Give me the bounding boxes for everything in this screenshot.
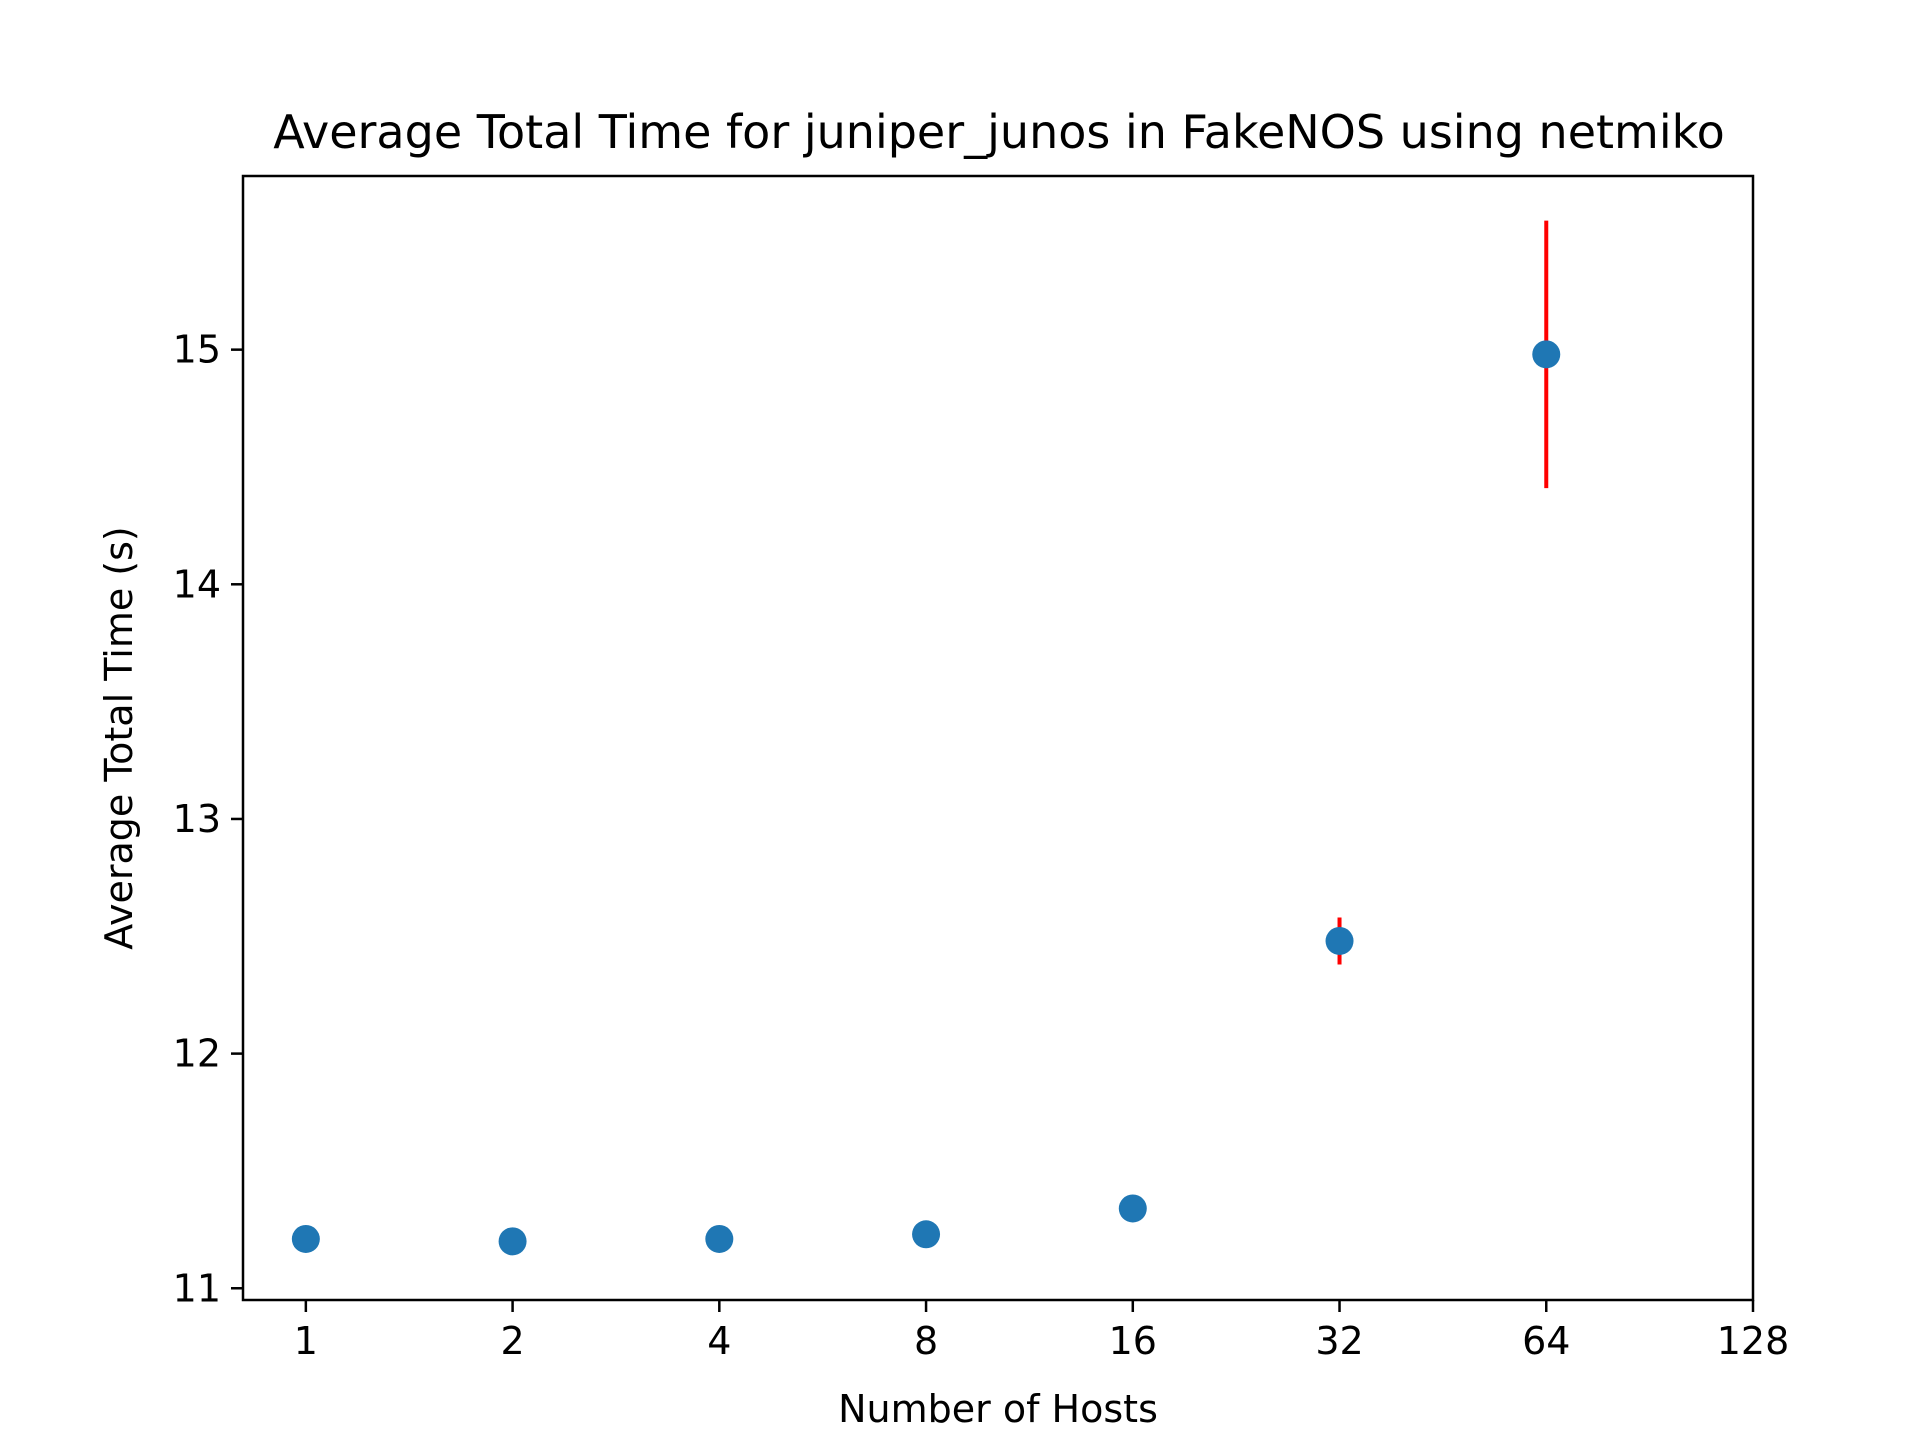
x-tick-label: 128 (1717, 1319, 1790, 1363)
y-tick-label: 14 (173, 562, 221, 606)
x-tick-label: 64 (1522, 1319, 1570, 1363)
x-tick-label: 8 (914, 1319, 938, 1363)
x-tick-label: 16 (1109, 1319, 1157, 1363)
data-point (705, 1224, 734, 1253)
x-tick-label: 32 (1315, 1319, 1363, 1363)
data-point (1118, 1194, 1147, 1223)
y-tick-label: 12 (173, 1032, 221, 1076)
chart-title: Average Total Time for juniper_junos in … (273, 105, 1725, 159)
y-tick-label: 15 (173, 328, 221, 372)
data-point (291, 1224, 320, 1253)
x-tick-label: 2 (500, 1319, 524, 1363)
y-tick-label: 13 (173, 797, 221, 841)
y-axis-label: Average Total Time (s) (97, 526, 141, 949)
data-point (912, 1220, 941, 1249)
x-tick-label: 1 (294, 1319, 318, 1363)
data-point (1325, 926, 1354, 955)
x-axis-ticks: 1 2 4 8 16 32 64 128 (294, 1300, 1790, 1363)
data-point (1532, 340, 1561, 369)
y-tick-label: 11 (173, 1266, 221, 1310)
data-point (498, 1227, 527, 1256)
axes-frame (241, 174, 1755, 1302)
x-tick-label: 4 (707, 1319, 731, 1363)
data-points (291, 340, 1561, 1256)
y-axis-ticks: 11 12 13 14 15 (173, 328, 243, 1310)
x-axis-label: Number of Hosts (838, 1387, 1158, 1431)
